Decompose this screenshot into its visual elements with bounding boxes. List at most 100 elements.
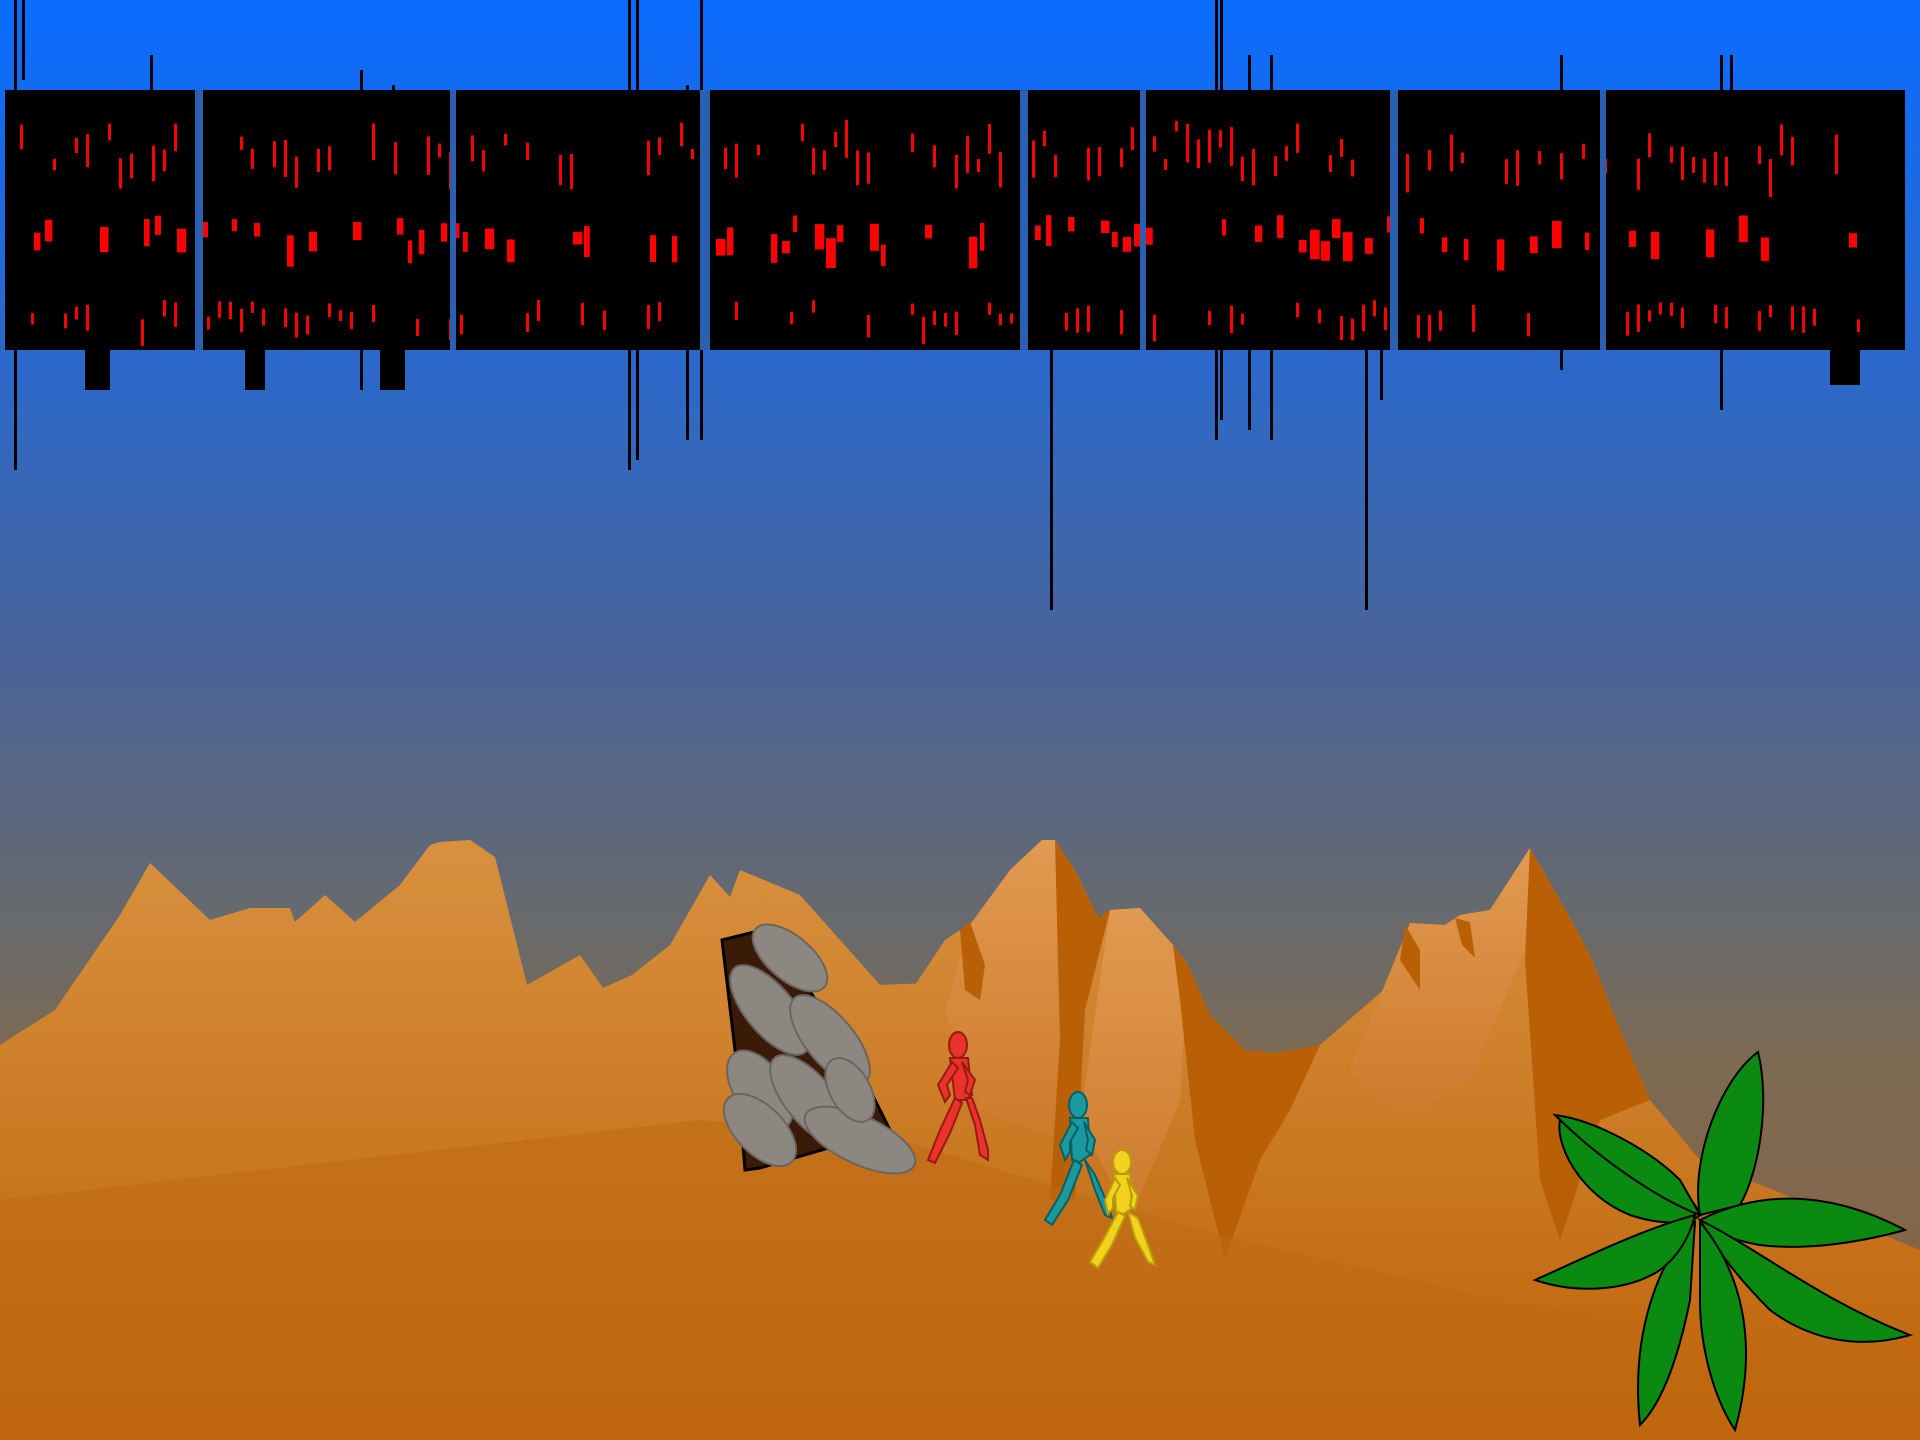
glitch-stroke [254, 223, 261, 237]
glitch-stroke [372, 123, 375, 161]
palm-leaf [1697, 1217, 1914, 1343]
glitch-stroke [537, 300, 540, 322]
glitch-stroke [295, 156, 298, 188]
glitch-stroke [526, 313, 529, 333]
glitch-stroke [45, 219, 53, 242]
glitch-stroke [1626, 311, 1629, 336]
glitch-stroke [1241, 313, 1244, 325]
glitch-stroke [771, 234, 778, 263]
glitch-stroke [1050, 100, 1053, 610]
mountain-shadow-3 [1525, 848, 1650, 1240]
glitch-stroke [650, 235, 657, 262]
yellow-walker [1088, 1149, 1157, 1270]
glitch-stroke [672, 235, 678, 263]
glitch-stroke [1516, 150, 1519, 186]
glitch-stroke [658, 137, 661, 155]
glitch-stroke [441, 223, 448, 242]
glitch-stroke [1274, 156, 1277, 177]
glitch-stroke [1725, 156, 1728, 186]
mountain-shadow-6 [1455, 918, 1475, 958]
glitch-stroke [1134, 223, 1143, 247]
glitch-stroke [1813, 308, 1816, 326]
glitch-stroke [933, 145, 936, 168]
glitch-stroke [295, 312, 298, 338]
glitch-stroke [724, 147, 727, 170]
glitch-stroke [31, 313, 34, 325]
glitch-stroke [1362, 304, 1365, 332]
glitch-stroke [20, 124, 23, 150]
glitch-stroke [1780, 124, 1783, 156]
glitch-stroke [977, 159, 980, 172]
glitch-stroke [284, 139, 287, 177]
glitch-stroke [450, 90, 456, 350]
glitch-stroke [1390, 90, 1398, 350]
glitch-stroke [1714, 304, 1717, 324]
glitch-stroke [1299, 239, 1307, 253]
glitch-stroke [1769, 159, 1772, 198]
glitch-stroke [328, 146, 331, 171]
palm-leaf [1532, 1213, 1697, 1290]
glitch-stroke [1406, 153, 1409, 193]
glitch-stroke [1068, 217, 1075, 232]
glitch-stroke [1101, 220, 1110, 234]
glitch-stroke [1428, 149, 1431, 171]
glitch-stroke [1065, 312, 1068, 331]
glitch-stroke [1714, 151, 1717, 186]
glitch-stroke [716, 238, 726, 256]
glitch-stroke [1472, 304, 1475, 332]
glitch-stroke [1600, 90, 1606, 350]
glitch-stroke [603, 310, 606, 331]
glitch-stroke [581, 302, 584, 326]
glitch-stroke [463, 232, 468, 252]
glitch-stroke [1351, 159, 1354, 177]
glitch-stroke [1120, 310, 1123, 335]
glitch-stroke [1087, 147, 1090, 181]
glitch-stroke [408, 240, 413, 264]
glitch-stroke [460, 314, 463, 335]
glitch-stroke [955, 154, 958, 189]
glitch-stroke [1098, 147, 1101, 177]
glitch-stroke [1791, 306, 1794, 330]
glitch-stroke [1758, 310, 1761, 331]
glitch-stroke [1835, 134, 1838, 175]
glitch-stroke [471, 135, 474, 162]
glitch-stroke [823, 150, 826, 171]
glitch-stroke [350, 311, 353, 330]
glitch-stroke [232, 219, 237, 232]
glitch-stroke [240, 309, 243, 333]
glitch-stroke [1417, 315, 1420, 338]
glitch-stroke [812, 147, 815, 175]
glitch-stroke [1285, 146, 1288, 161]
glitch-stroke [1450, 134, 1453, 172]
glitch-stroke [1439, 310, 1442, 331]
glitch-stroke [284, 308, 287, 328]
glitch-stroke [141, 319, 144, 347]
glitch-stroke [1648, 133, 1651, 158]
glitch-stroke [980, 222, 985, 251]
glitch-stroke [1582, 143, 1585, 159]
glitched-text-band [5, 0, 1905, 610]
glitch-stroke [1332, 219, 1341, 239]
palm-plant [1532, 1050, 1914, 1433]
glitch-stroke [1241, 156, 1244, 181]
glitch-stroke [1637, 304, 1640, 333]
glitch-stroke [75, 137, 78, 153]
glitch-stroke [1318, 309, 1321, 324]
glitch-stroke [174, 123, 177, 152]
glitch-stroke [812, 300, 815, 313]
glitch-stroke [287, 235, 294, 267]
glitch-stroke [64, 313, 67, 329]
glitch-stroke [229, 301, 232, 319]
mountain-face-light-3 [1350, 848, 1530, 1120]
glitch-stroke [735, 143, 738, 178]
glitch-stroke [1530, 236, 1538, 254]
glitch-stroke [144, 218, 150, 247]
glitch-stroke [988, 302, 991, 315]
stone-doorway [720, 923, 917, 1175]
rock [729, 964, 811, 1056]
glitch-stroke [647, 305, 650, 330]
glitch-stroke [1277, 215, 1284, 239]
glitch-stroke [1538, 151, 1541, 165]
glitch-stroke [1208, 310, 1211, 326]
glitch-stroke [397, 218, 404, 235]
